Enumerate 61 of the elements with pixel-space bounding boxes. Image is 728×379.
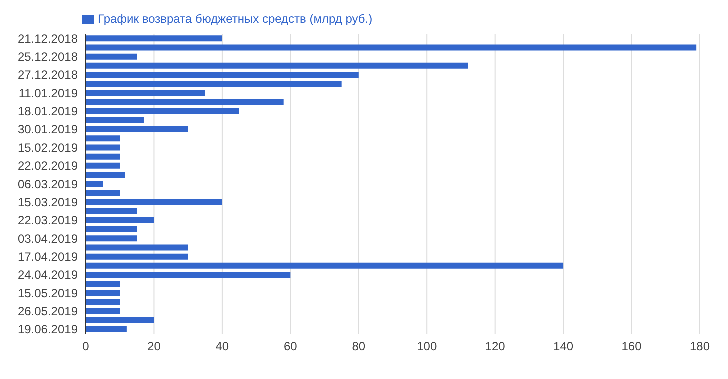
y-tick-label: 19.06.2019 <box>18 322 78 337</box>
bar <box>86 108 240 114</box>
x-tick-label: 160 <box>622 340 642 354</box>
bar <box>86 299 120 306</box>
bar <box>86 81 342 88</box>
y-tick-label: 21.12.2018 <box>18 32 78 46</box>
y-tick-label: 25.12.2018 <box>18 50 78 64</box>
y-tick-label: 15.02.2019 <box>18 140 78 155</box>
y-tick-label: 15.03.2019 <box>18 195 78 210</box>
bar <box>86 254 188 260</box>
y-tick-label: 22.02.2019 <box>18 159 78 174</box>
y-tick-label: 06.03.2019 <box>18 177 78 192</box>
bar <box>86 36 222 42</box>
bar <box>86 326 127 333</box>
y-tick-label: 11.01.2019 <box>18 86 78 100</box>
bar <box>86 126 188 133</box>
x-tick-label: 180 <box>690 340 710 354</box>
bar <box>86 281 120 288</box>
bar <box>86 72 359 78</box>
y-tick-label: 15.05.2019 <box>18 286 78 300</box>
bar <box>86 236 138 242</box>
bar <box>86 208 138 214</box>
x-tick-label: 0 <box>82 340 90 354</box>
bar <box>86 272 291 278</box>
bar <box>86 144 120 151</box>
bar <box>86 154 120 160</box>
bar <box>86 317 154 324</box>
bar <box>86 172 126 178</box>
y-tick-label: 24.04.2019 <box>18 268 78 282</box>
bar <box>86 162 120 169</box>
bar <box>86 217 154 224</box>
bar <box>86 44 697 51</box>
legend-label: График возврата бюджетных средств (млрд руб.) <box>98 12 373 26</box>
bar <box>86 99 284 106</box>
x-tick-label: 40 <box>216 340 230 354</box>
bar <box>86 190 120 196</box>
bar <box>86 199 222 206</box>
bar <box>86 244 188 251</box>
bar <box>86 262 564 269</box>
bar <box>86 54 138 60</box>
bar <box>86 226 138 233</box>
x-tick-label: 60 <box>284 340 298 354</box>
y-tick-label: 30.01.2019 <box>18 122 78 137</box>
bar <box>86 181 104 188</box>
bar <box>86 62 468 69</box>
x-tick-label: 120 <box>485 340 506 354</box>
y-tick-label: 26.05.2019 <box>18 304 78 319</box>
x-tick-label: 80 <box>352 340 366 354</box>
bar <box>86 117 144 124</box>
bar <box>86 136 120 142</box>
bar <box>86 308 120 314</box>
y-tick-label: 03.04.2019 <box>18 232 78 246</box>
y-tick-label: 17.04.2019 <box>18 250 78 264</box>
y-tick-label: 22.03.2019 <box>18 214 78 228</box>
y-tick-label: 27.12.2018 <box>18 68 78 82</box>
x-tick-label: 100 <box>417 340 438 354</box>
bar <box>86 90 206 96</box>
x-tick-label: 20 <box>148 340 162 354</box>
bar <box>86 290 120 296</box>
y-tick-label: 18.01.2019 <box>18 104 78 119</box>
x-tick-label: 140 <box>554 340 574 354</box>
